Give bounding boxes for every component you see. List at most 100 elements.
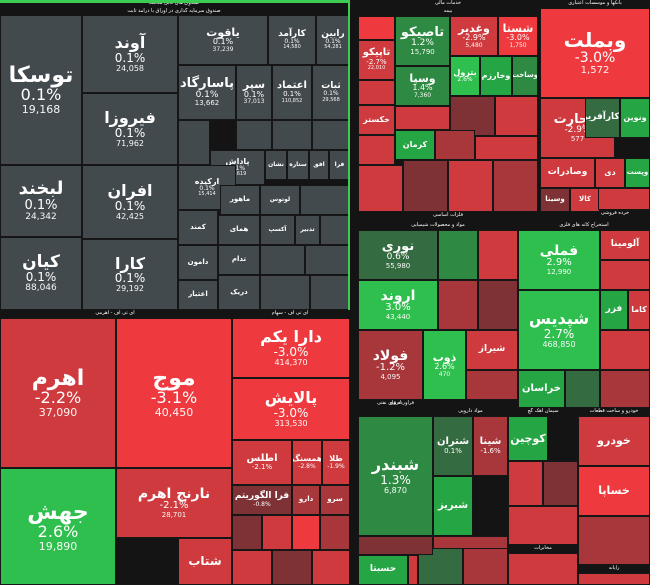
small-tile[interactable] bbox=[600, 370, 650, 408]
stock-tile-toska[interactable]: توسکا 0.1% 19,168 bbox=[0, 15, 82, 165]
small-tile[interactable] bbox=[262, 515, 292, 550]
stock-tile-avand[interactable]: آوند 0.1% 24,058 bbox=[82, 15, 178, 93]
small-tile[interactable] bbox=[478, 230, 518, 280]
stock-tile-vaghadir[interactable]: وغدیر -2.9% 5,480 bbox=[450, 16, 498, 56]
stock-tile-damoon[interactable]: دامون bbox=[178, 245, 218, 280]
stock-tile-khesapa[interactable]: خساپا bbox=[578, 466, 650, 516]
small-tile[interactable] bbox=[320, 215, 350, 245]
small-tile[interactable] bbox=[272, 550, 312, 585]
stock-tile-karamad[interactable]: کارآمد 0.1% 14,580 bbox=[268, 15, 316, 65]
stock-tile-mahoor[interactable]: ماهور bbox=[220, 185, 260, 215]
stock-tile-lotus[interactable]: لوتوس bbox=[260, 185, 300, 215]
stock-tile-shiraz[interactable]: شیراز bbox=[466, 330, 518, 370]
stock-tile-hesabta[interactable]: حسبتا bbox=[358, 555, 408, 585]
stock-tile-hamsang[interactable]: همسنگ -2.8% bbox=[292, 440, 322, 485]
small-tile[interactable] bbox=[300, 185, 350, 215]
stock-tile-tadbir[interactable]: تدبیر bbox=[295, 215, 320, 245]
small-tile[interactable] bbox=[493, 160, 538, 212]
stock-tile-sabat[interactable]: ثبات 0.1% 29,568 bbox=[312, 65, 350, 120]
stock-tile-afran[interactable]: افران 0.1% 42,425 bbox=[82, 165, 178, 239]
stock-tile-kerman[interactable]: کرمان bbox=[395, 130, 435, 160]
stock-tile-sarv[interactable]: سرو bbox=[320, 485, 350, 515]
stock-tile-vanovin[interactable]: ونوین bbox=[620, 98, 650, 138]
stock-tile-noori[interactable]: نوری 0.6% 55,980 bbox=[358, 230, 438, 280]
stock-tile-fooled[interactable]: فولاد -1.2% 4,095 bbox=[358, 330, 423, 400]
stock-tile-nashan[interactable]: نشان bbox=[265, 150, 287, 180]
stock-tile-shabriz[interactable]: شبریز bbox=[433, 476, 473, 536]
stock-tile-aluminium[interactable]: آلومینا bbox=[600, 230, 650, 260]
stock-tile-yaqut[interactable]: یاقوت 0.1% 37,239 bbox=[178, 15, 268, 65]
stock-tile-tadam[interactable]: تدام bbox=[218, 245, 260, 275]
small-tile[interactable] bbox=[232, 515, 262, 550]
stock-tile-rabin[interactable]: رابین 0.1% 54,281 bbox=[316, 15, 350, 65]
small-tile[interactable] bbox=[408, 555, 418, 585]
stock-tile-vasakhat[interactable]: وساخت bbox=[512, 56, 538, 96]
stock-tile-shetab[interactable]: شتاب bbox=[178, 538, 232, 585]
stock-tile-fara_algorithm[interactable]: فرا الگوریتم -0.8% bbox=[232, 485, 292, 515]
stock-tile-ahrom[interactable]: اهرم -2.2% 37,090 bbox=[0, 318, 116, 468]
small-tile[interactable] bbox=[310, 275, 350, 310]
stock-tile-arvand[interactable]: اروند 3.0% 43,440 bbox=[358, 280, 438, 330]
small-tile[interactable] bbox=[565, 370, 600, 408]
stock-tile-shabandar[interactable]: شبندر 1.3% 6,870 bbox=[358, 416, 433, 536]
stock-tile-setare[interactable]: ستاره bbox=[287, 150, 309, 180]
small-tile[interactable] bbox=[466, 370, 518, 400]
stock-tile-petrol[interactable]: بترول 2.6% bbox=[450, 56, 480, 96]
stock-tile-vasadarat[interactable]: وصادرات bbox=[540, 158, 595, 188]
stock-tile-moj[interactable]: موج -3.1% 40,450 bbox=[116, 318, 232, 468]
small-tile[interactable] bbox=[438, 280, 478, 330]
small-tile[interactable] bbox=[403, 160, 448, 212]
small-tile[interactable] bbox=[358, 536, 433, 555]
stock-tile-shasta[interactable]: شستا -3.0% 1,750 bbox=[498, 16, 538, 56]
small-tile[interactable] bbox=[495, 96, 538, 136]
small-tile[interactable] bbox=[236, 120, 272, 150]
small-tile[interactable] bbox=[438, 230, 478, 280]
stock-tile-kamala[interactable]: کاما bbox=[628, 290, 650, 330]
small-tile[interactable] bbox=[312, 550, 350, 585]
stock-tile-palayesh[interactable]: پالایش -3.0% 313,530 bbox=[232, 378, 350, 440]
stock-tile-firooza[interactable]: فیروزا 0.1% 71,962 bbox=[82, 93, 178, 165]
stock-tile-taseko[interactable]: تاصیکو 1.2% 15,790 bbox=[395, 16, 450, 66]
stock-tile-tapiko[interactable]: تاپیکو -2.7% 22,010 bbox=[358, 40, 395, 80]
small-tile[interactable] bbox=[305, 245, 350, 275]
small-tile[interactable] bbox=[600, 330, 650, 370]
small-tile[interactable] bbox=[463, 548, 508, 585]
stock-tile-ofogh[interactable]: افق bbox=[309, 150, 329, 180]
stock-tile-vapost[interactable]: وپست bbox=[625, 158, 650, 188]
small-tile[interactable] bbox=[232, 550, 272, 585]
stock-tile-koochin[interactable]: کوچین bbox=[508, 416, 548, 461]
small-tile[interactable] bbox=[358, 16, 395, 40]
stock-tile-vabmellat[interactable]: وبملت -3.0% 1,572 bbox=[540, 8, 650, 98]
small-tile[interactable] bbox=[358, 135, 395, 165]
small-tile[interactable] bbox=[508, 506, 578, 545]
stock-tile-kala[interactable]: کالا bbox=[570, 188, 600, 212]
stock-tile-shina[interactable]: شینا -1.6% bbox=[473, 416, 508, 476]
small-tile[interactable] bbox=[292, 515, 320, 550]
small-tile[interactable] bbox=[395, 106, 450, 130]
stock-tile-faraz[interactable]: فزر bbox=[600, 290, 628, 330]
stock-tile-etebar[interactable]: اعتبار bbox=[178, 280, 218, 310]
stock-tile-zob[interactable]: ذوب 2.6% 470 bbox=[423, 330, 466, 400]
stock-tile-dara_yekam[interactable]: دارا یکم -3.0% 414,370 bbox=[232, 318, 350, 378]
stock-tile-vakharazm[interactable]: وخارزم bbox=[480, 56, 512, 96]
stock-tile-vaspa[interactable]: وسپا 1.4% 7,360 bbox=[395, 66, 450, 106]
small-tile[interactable] bbox=[578, 516, 650, 565]
stock-tile-separ[interactable]: سپر 0.1% 37,013 bbox=[236, 65, 272, 120]
small-tile[interactable] bbox=[312, 120, 350, 150]
stock-tile-darik[interactable]: دریک bbox=[218, 275, 260, 310]
small-tile[interactable] bbox=[475, 136, 538, 160]
small-tile[interactable] bbox=[600, 260, 650, 290]
small-tile[interactable] bbox=[508, 461, 543, 506]
stock-tile-pasargad[interactable]: پاسارگاد 0.1% 13,662 bbox=[178, 65, 236, 120]
stock-tile-etemad[interactable]: اعتماد 0.1% 110,852 bbox=[272, 65, 312, 120]
stock-tile-daroo[interactable]: دارو bbox=[292, 485, 320, 515]
stock-tile-fameli[interactable]: فملی 2.9% 12,990 bbox=[518, 230, 600, 290]
stock-tile-kara[interactable]: کارا 0.1% 29,192 bbox=[82, 239, 178, 310]
small-tile[interactable] bbox=[478, 280, 518, 330]
small-tile[interactable] bbox=[320, 515, 350, 550]
stock-tile-tala[interactable]: طلا -1.9% bbox=[322, 440, 350, 485]
stock-tile-kian[interactable]: کیان 0.1% 88,046 bbox=[0, 237, 82, 310]
small-tile[interactable] bbox=[178, 120, 210, 165]
stock-tile-shepdis[interactable]: شپدیس 2.7% 468,850 bbox=[518, 290, 600, 370]
small-tile[interactable] bbox=[260, 245, 305, 275]
